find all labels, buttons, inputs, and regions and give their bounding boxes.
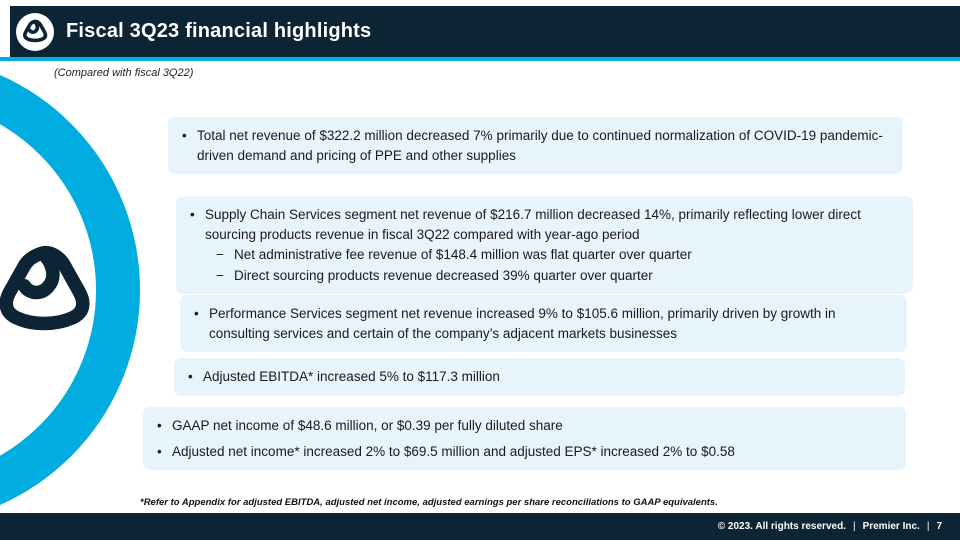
bullet-marker: • (190, 207, 195, 222)
footer-separator: | (852, 521, 856, 532)
bullet-text: Total net revenue of $322.2 million decr… (197, 128, 883, 163)
slide-subtitle: (Compared with fiscal 3Q22) (54, 67, 194, 79)
sub-bullet-item: − Direct sourcing products revenue decre… (216, 266, 899, 286)
highlight-box-total-revenue: • Total net revenue of $322.2 million de… (168, 117, 903, 174)
footer-separator: | (926, 521, 930, 532)
bullet-marker: • (157, 443, 162, 459)
bullet-item: • Total net revenue of $322.2 million de… (182, 126, 889, 165)
bullet-text: Supply Chain Services segment net revenu… (205, 207, 861, 242)
highlight-box-performance-services: • Performance Services segment net reven… (180, 295, 907, 352)
premier-logo-icon (16, 12, 54, 51)
sub-bullet-text: Direct sourcing products revenue decreas… (234, 267, 653, 283)
dash-marker: − (216, 247, 224, 262)
bullet-text: Performance Services segment net revenue… (209, 306, 836, 341)
footer-page-number: 7 (936, 521, 942, 532)
bullet-marker: • (194, 306, 199, 321)
bullet-text: GAAP net income of $48.6 million, or $0.… (172, 418, 563, 433)
highlight-box-adjusted-ebitda: • Adjusted EBITDA* increased 5% to $117.… (174, 358, 905, 396)
footer-bar: © 2023. All rights reserved. | Premier I… (0, 513, 960, 540)
slide-title: Fiscal 3Q23 financial highlights (66, 20, 372, 42)
bullet-marker: • (188, 369, 193, 384)
bullet-item: • Adjusted net income* increased 2% to $… (157, 442, 892, 462)
premier-logo-watermark-icon (0, 240, 96, 344)
bullet-item: • Supply Chain Services segment net reve… (190, 205, 899, 244)
sub-bullet-item: − Net administrative fee revenue of $148… (216, 245, 899, 265)
footer-company: Premier Inc. (862, 521, 920, 532)
premier-logo-mark-icon (21, 18, 49, 46)
dash-marker: − (216, 267, 224, 283)
bullet-marker: • (157, 418, 162, 433)
highlight-box-supply-chain: • Supply Chain Services segment net reve… (176, 196, 913, 294)
bullet-text: Adjusted net income* increased 2% to $69… (172, 443, 735, 459)
header-accent-line (0, 57, 960, 61)
bullet-marker: • (182, 128, 187, 143)
footnote-text: *Refer to Appendix for adjusted EBITDA, … (140, 497, 718, 508)
highlight-box-net-income: • GAAP net income of $48.6 million, or $… (143, 407, 906, 470)
bullet-text: Adjusted EBITDA* increased 5% to $117.3 … (203, 369, 500, 384)
header-bar: Fiscal 3Q23 financial highlights (10, 6, 960, 57)
footer-copyright: © 2023. All rights reserved. (717, 521, 846, 532)
bullet-item: • Adjusted EBITDA* increased 5% to $117.… (188, 367, 891, 387)
sub-bullet-text: Net administrative fee revenue of $148.4… (234, 247, 692, 262)
bullet-item: • Performance Services segment net reven… (194, 304, 893, 343)
bullet-item: • GAAP net income of $48.6 million, or $… (157, 416, 892, 436)
